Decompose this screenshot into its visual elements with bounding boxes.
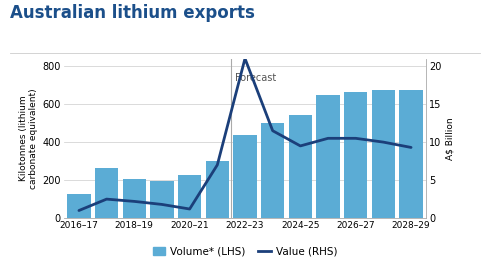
Bar [122,179,146,218]
Bar [261,123,284,218]
Bar [399,90,423,218]
Bar [178,175,201,218]
Bar [206,161,229,218]
Y-axis label: Kilotonnes (lithium
carbonate equivalent): Kilotonnes (lithium carbonate equivalent… [19,88,38,189]
Bar [233,135,257,218]
Bar [67,194,91,218]
Y-axis label: A$ Billion: A$ Billion [445,117,455,160]
Bar [371,90,395,218]
Bar [150,181,174,218]
Legend: Volume* (LHS), Value (RHS): Volume* (LHS), Value (RHS) [148,242,342,261]
Bar [316,95,340,218]
Text: Forecast: Forecast [235,73,276,83]
Bar [95,168,119,218]
Bar [289,115,312,218]
Text: Australian lithium exports: Australian lithium exports [10,4,255,22]
Bar [344,92,368,218]
